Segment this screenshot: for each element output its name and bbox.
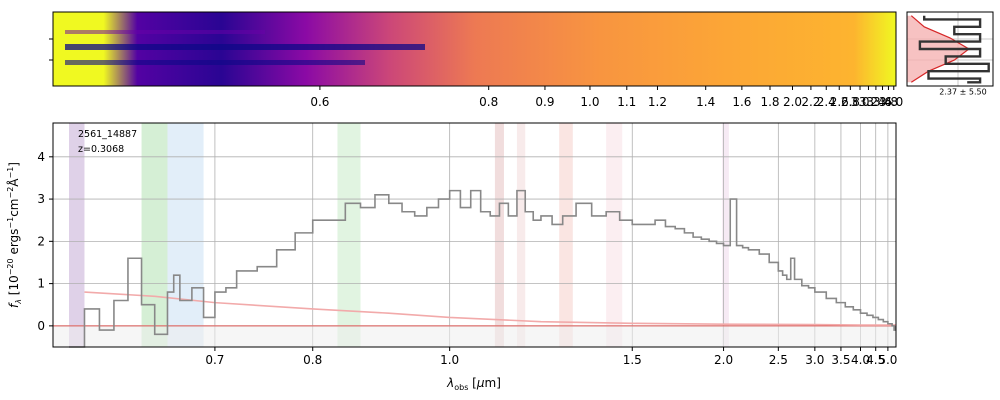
profile-annotation: 2.37 ± 5.50 xyxy=(939,88,986,97)
line-marker-band xyxy=(337,123,361,347)
x-tick-label: 3.4 xyxy=(866,95,885,109)
x-tick-label: 2.4 xyxy=(817,95,836,109)
y-tick-label: 3 xyxy=(37,192,45,206)
trace-band-lower xyxy=(65,60,365,65)
x-tick-label: 3.5 xyxy=(831,353,850,367)
y-label-subscript: λ xyxy=(14,299,23,305)
y-tick-label: 2 xyxy=(37,234,45,248)
x-tick-label: 3.2 xyxy=(859,95,878,109)
error-spectrum-line xyxy=(84,291,896,326)
x-tick-label: 2.2 xyxy=(801,95,820,109)
y-label-exp: −20 xyxy=(6,258,15,275)
x-tick-label: 1.0 xyxy=(440,353,459,367)
spectrum-2d-panel: 0.6 0.8 0.9 1.0 1.1 1.2 1.4 1.6 1.8 2.0 2.22.42.62… xyxy=(49,11,903,109)
x-tick-label: 0.8 xyxy=(303,353,322,367)
spectrum-1d-y-ticks: 0 1 2 3 4 xyxy=(37,150,53,333)
x-tick-label: 2.0 xyxy=(783,95,802,109)
redshift-label: z=0.3068 xyxy=(78,144,124,155)
x-tick-label: 4.0 xyxy=(884,95,903,109)
x-tick-label: 5.0 xyxy=(878,353,897,367)
profile-curves xyxy=(907,15,990,84)
x-tick-label: 2.8 xyxy=(841,95,860,109)
y-label-exp: −1 xyxy=(6,217,15,229)
x-tick-label: 0.8 xyxy=(479,95,498,109)
x-tick-label: 1.5 xyxy=(623,353,642,367)
line-marker-band xyxy=(69,123,85,347)
y-label-symbol: f xyxy=(7,302,21,308)
spectrum-2d-x-ticks: 0.6 0.8 0.9 1.0 1.1 1.2 1.4 1.6 1.8 2.0 2.22.42.62… xyxy=(310,86,903,109)
x-tick-label: 1.1 xyxy=(617,95,636,109)
x-tick-label: 0.6 xyxy=(310,95,329,109)
x-tick-label: 4.0 xyxy=(851,353,870,367)
x-tick-label: 3.8 xyxy=(879,95,898,109)
y-label-unit: ergs xyxy=(7,229,21,259)
spectrum-1d-frame xyxy=(52,122,897,348)
spatial-profile-panel: 2.37 ± 5.50 xyxy=(906,11,994,97)
y-label-unit: ] xyxy=(7,162,21,167)
y-label-exp: −1 xyxy=(6,167,15,179)
profile-data-line xyxy=(918,15,990,84)
profile-frame xyxy=(906,11,994,87)
x-tick-label: 3.6 xyxy=(873,95,892,109)
x-tick-label: 1.0 xyxy=(580,95,599,109)
y-tick-label: 1 xyxy=(37,277,45,291)
x-label-subscript: obs xyxy=(454,383,468,392)
x-label-mu: μ xyxy=(476,376,485,390)
spectrum-2d-frame xyxy=(52,11,897,87)
spectrum-1d-series xyxy=(53,189,896,348)
spectrum-1d-panel: 0.7 0.8 1.0 1.5 2.0 2.5 3.0 3.5 4.04.55.0 01234 … xyxy=(6,122,897,392)
y-label-text: [10 xyxy=(7,275,21,299)
trace-band xyxy=(65,44,425,50)
x-tick-label: 1.8 xyxy=(760,95,779,109)
spectrum-1d-x-ticks: 0.7 0.8 1.0 1.5 2.0 2.5 3.0 3.5 4.04.55.0 xyxy=(205,347,897,367)
x-label-text: [ xyxy=(468,376,477,390)
x-label-unit: m] xyxy=(485,376,501,390)
object-id: 2561_14887 xyxy=(78,129,137,140)
trace-band-upper xyxy=(65,30,265,34)
x-tick-label: 3.0 xyxy=(805,353,824,367)
y-label-exp: −2 xyxy=(6,187,15,199)
y-axis-label: fλ [10−20 ergs−1cm−2Å−1] xyxy=(6,162,23,308)
y-tick-label: 4 xyxy=(37,150,45,164)
y-label-unit: cm xyxy=(7,198,21,216)
y-label-unit: Å xyxy=(6,178,21,187)
line-marker-band xyxy=(494,123,504,347)
x-tick-label: 4.5 xyxy=(866,353,885,367)
x-tick-label: 1.4 xyxy=(696,95,715,109)
x-tick-label: 1.6 xyxy=(732,95,751,109)
x-tick-label: 3.0 xyxy=(850,95,869,109)
flux-spectrum-line xyxy=(69,189,896,348)
line-marker-band xyxy=(606,123,623,347)
below-zero-region xyxy=(53,325,896,347)
x-tick-label: 1.2 xyxy=(648,95,667,109)
y-tick-label: 0 xyxy=(37,319,45,333)
x-tick-label: 0.7 xyxy=(205,353,224,367)
line-marker-band xyxy=(516,123,526,347)
line-marker-band xyxy=(559,123,573,347)
line-marker-band xyxy=(167,123,204,347)
x-tick-label: 0.9 xyxy=(535,95,554,109)
x-label-symbol: λ xyxy=(446,376,454,390)
x-axis-label: λobs [μm] xyxy=(446,376,501,392)
x-tick-label: 2.0 xyxy=(714,353,733,367)
x-tick-label: 2.6 xyxy=(830,95,849,109)
x-tick-label: 2.5 xyxy=(769,353,788,367)
line-marker-band xyxy=(722,123,729,347)
